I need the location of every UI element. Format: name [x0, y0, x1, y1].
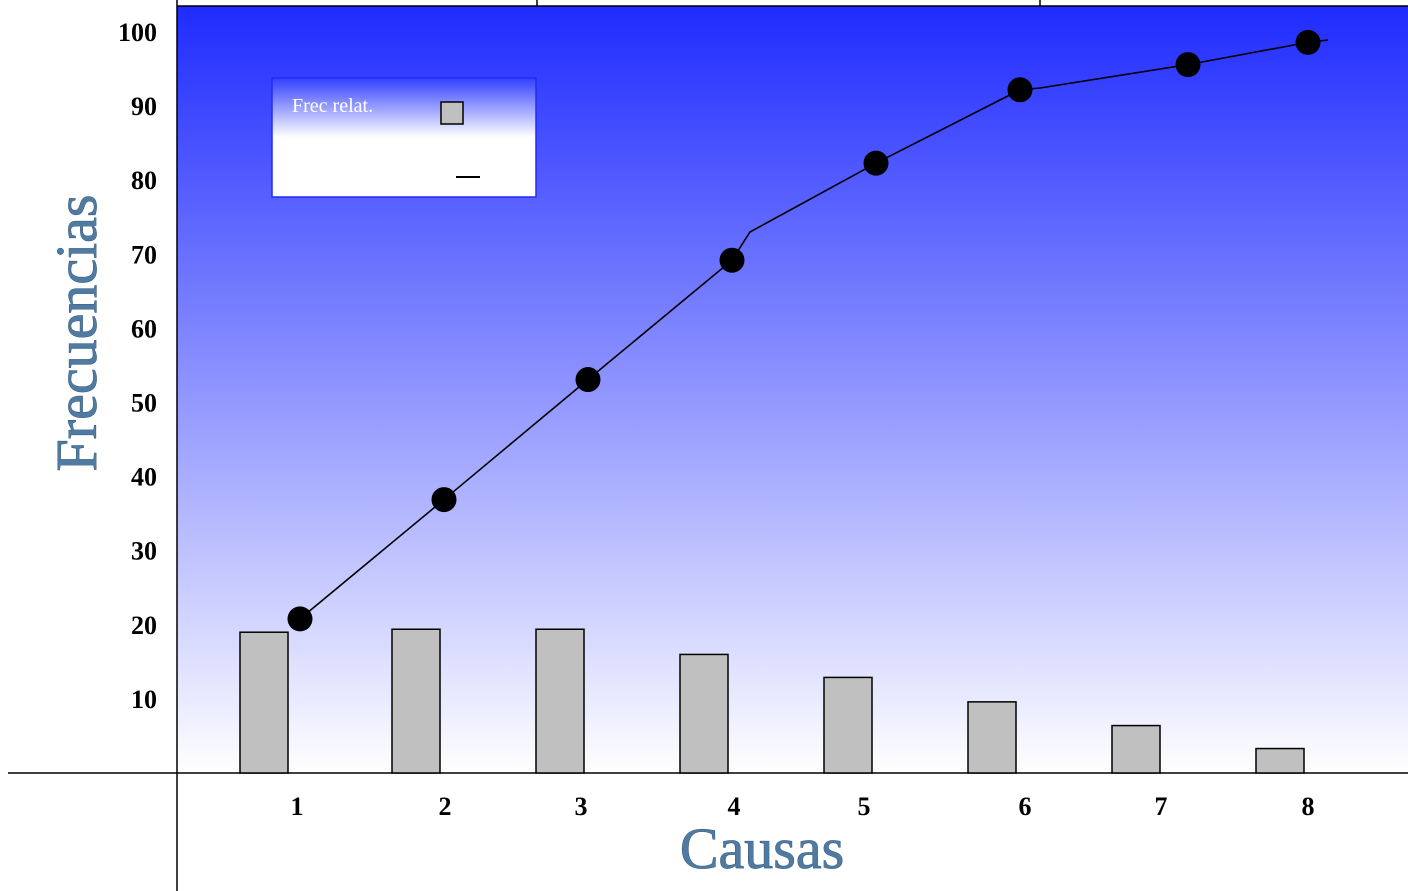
bar-1 [239, 631, 289, 774]
y-tick-100: 100 [118, 18, 157, 47]
x-tick-5: 5 [858, 792, 871, 821]
x-tick-2: 2 [439, 792, 452, 821]
x-axis-title: Causas [680, 816, 844, 881]
y-axis-title: Frecuencias [44, 195, 109, 472]
legend-swatch-bars [440, 101, 464, 125]
bar-7 [1111, 724, 1161, 774]
x-tick-6: 6 [1019, 792, 1032, 821]
bar-6 [967, 701, 1017, 774]
cumulative-point-7 [1175, 52, 1201, 78]
x-tick-labels: 1 2 3 4 5 6 7 8 [291, 792, 1315, 821]
cumulative-point-6 [1007, 77, 1033, 103]
x-tick-1: 1 [291, 792, 304, 821]
y-tick-labels: 10 20 30 40 50 60 70 80 90 100 [118, 18, 157, 714]
y-tick-80: 80 [131, 166, 157, 195]
legend-label-bars: Frec relat. [292, 95, 373, 117]
cumulative-point-8 [1295, 29, 1321, 55]
x-tick-4: 4 [728, 792, 741, 821]
cumulative-point-5 [863, 150, 889, 176]
y-tick-90: 90 [131, 92, 157, 121]
y-tick-30: 30 [131, 537, 157, 566]
y-tick-60: 60 [131, 314, 157, 343]
bar-series [239, 628, 1305, 774]
cumulative-point-2 [431, 487, 457, 513]
bar-3 [535, 628, 585, 774]
cumulative-markers [287, 29, 1321, 632]
cumulative-point-3 [575, 367, 601, 393]
legend-box [271, 77, 537, 198]
y-tick-50: 50 [131, 389, 157, 418]
x-tick-7: 7 [1155, 792, 1168, 821]
bar-4 [679, 653, 729, 774]
bar-2 [391, 628, 441, 774]
legend-label-line: Frec.acum. [292, 156, 381, 178]
x-tick-3: 3 [575, 792, 588, 821]
y-tick-10: 10 [131, 685, 157, 714]
cumulative-point-1 [287, 606, 313, 632]
y-tick-70: 70 [131, 240, 157, 269]
legend: Frec relat. Frec.acum. [271, 77, 537, 198]
cumulative-point-4 [719, 247, 745, 273]
y-tick-20: 20 [131, 611, 157, 640]
bar-5 [823, 676, 873, 774]
x-tick-8: 8 [1302, 792, 1315, 821]
y-tick-40: 40 [131, 463, 157, 492]
bar-8 [1255, 747, 1305, 774]
